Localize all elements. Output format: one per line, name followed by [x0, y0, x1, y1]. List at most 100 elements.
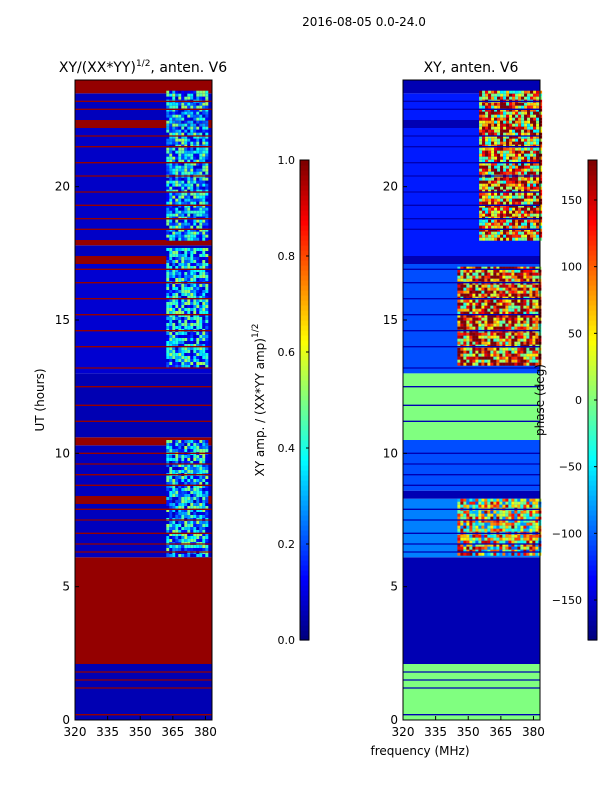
- amplitude-cell: [175, 186, 179, 190]
- amplitude-cell: [205, 302, 209, 305]
- phase-cell: [481, 356, 485, 360]
- phase-cell: [533, 105, 537, 109]
- phase-cell: [497, 135, 501, 139]
- phase-cell: [460, 359, 464, 363]
- phase-cell: [490, 341, 494, 345]
- phase-cell: [499, 525, 503, 529]
- phase-cell: [509, 90, 513, 94]
- phase-cell: [485, 213, 489, 217]
- amplitude-cell: [190, 491, 194, 494]
- phase-cell: [521, 213, 525, 217]
- phase-cell: [509, 162, 513, 166]
- amplitude-cell: [202, 311, 206, 314]
- amplitude-cell: [193, 225, 197, 229]
- phase-cell: [509, 132, 513, 136]
- phase-cell: [493, 519, 497, 523]
- phase-cell: [536, 198, 540, 202]
- phase-cell: [500, 237, 504, 241]
- phase-cell: [535, 266, 539, 270]
- phase-cell: [529, 350, 533, 354]
- phase-cell: [490, 347, 494, 351]
- phase-cell: [539, 222, 543, 226]
- phase-cell: [460, 552, 464, 556]
- phase-cell: [499, 290, 503, 294]
- phase-cell: [469, 525, 473, 529]
- amplitude-cell: [193, 302, 197, 305]
- phase-cell: [530, 213, 534, 217]
- phase-cell: [517, 305, 521, 309]
- phase-colorbar-tick-label: −100: [552, 527, 582, 540]
- phase-cell: [475, 293, 479, 297]
- amplitude-cell: [172, 548, 176, 551]
- amplitude-colorbar-segment: [300, 350, 309, 356]
- phase-cell: [506, 180, 510, 184]
- amplitude-cell: [193, 488, 197, 491]
- amplitude-cell: [169, 365, 173, 368]
- amplitude-cell: [196, 183, 200, 187]
- phase-cell: [496, 540, 500, 544]
- phase-cell: [488, 195, 492, 199]
- phase-cell: [529, 347, 533, 351]
- amplitude-cell: [190, 554, 194, 557]
- phase-cell: [500, 186, 504, 190]
- amplitude-cell: [205, 485, 209, 488]
- amplitude-cell: [175, 234, 179, 238]
- phase-cell: [481, 326, 485, 330]
- amplitude-cell: [205, 177, 209, 181]
- amplitude-cell: [187, 365, 191, 368]
- amplitude-cell: [172, 207, 176, 211]
- phase-cell: [512, 213, 516, 217]
- amplitude-cell: [205, 515, 209, 518]
- amplitude-cell: [172, 350, 176, 353]
- amplitude-cell: [196, 299, 200, 302]
- phase-cell: [518, 150, 522, 154]
- amplitude-cell: [175, 455, 179, 458]
- phase-cell: [527, 96, 531, 100]
- phase-cell: [491, 219, 495, 223]
- amplitude-cell: [169, 192, 173, 196]
- amplitude-cell: [166, 260, 170, 263]
- amplitude-cell: [169, 162, 173, 166]
- amplitude-cell: [199, 527, 203, 530]
- phase-cell: [515, 135, 519, 139]
- amplitude-cell: [181, 527, 185, 530]
- amplitude-band: [75, 557, 212, 664]
- phase-cell: [491, 129, 495, 133]
- phase-cell: [466, 534, 470, 538]
- phase-cell: [484, 546, 488, 550]
- phase-cell: [497, 234, 501, 238]
- phase-cell: [500, 213, 504, 217]
- amplitude-cell: [175, 210, 179, 214]
- phase-cell: [515, 204, 519, 208]
- amplitude-cell: [172, 162, 176, 166]
- phase-cell: [499, 356, 503, 360]
- amplitude-cell: [190, 198, 194, 202]
- amplitude-cell: [184, 129, 188, 133]
- phase-cell: [469, 320, 473, 324]
- amplitude-cell: [205, 500, 209, 503]
- phase-cell: [485, 141, 489, 145]
- phase-cell: [496, 272, 500, 276]
- amplitude-cell: [178, 126, 182, 130]
- amplitude-cell: [181, 305, 185, 308]
- phase-cell: [539, 120, 543, 124]
- amplitude-cell: [172, 488, 176, 491]
- phase-cell: [535, 528, 539, 532]
- phase-cell: [499, 549, 503, 553]
- amplitude-cell: [181, 464, 185, 467]
- amplitude-cell: [169, 509, 173, 512]
- amplitude-cell: [193, 159, 197, 163]
- phase-cell: [485, 201, 489, 205]
- amplitude-cell: [199, 275, 203, 278]
- phase-cell: [503, 201, 507, 205]
- amplitude-cell: [166, 350, 170, 353]
- amplitude-cell: [190, 177, 194, 181]
- amplitude-cell: [202, 464, 206, 467]
- amplitude-cell: [196, 305, 200, 308]
- amplitude-cell: [178, 129, 182, 133]
- phase-cell: [488, 153, 492, 157]
- phase-cell: [521, 207, 525, 211]
- phase-cell: [494, 234, 498, 238]
- phase-cell: [457, 353, 461, 357]
